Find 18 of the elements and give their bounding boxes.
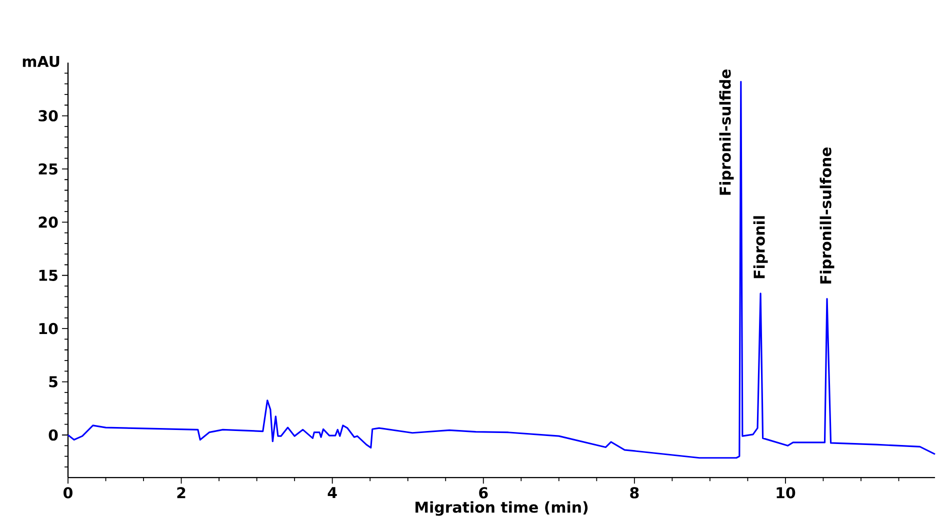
y-tick-label: 15 xyxy=(39,270,58,281)
y-axis-title: mAU xyxy=(22,56,60,67)
x-tick-label: 2 xyxy=(177,487,186,498)
annotation: Fipronill-sulfone xyxy=(820,147,834,284)
x-tick-label: 10 xyxy=(776,487,796,498)
annotation: Fipronil xyxy=(753,216,768,278)
y-tick-label: 10 xyxy=(39,322,58,334)
x-tick-label: 8 xyxy=(630,487,639,498)
y-tick-label: 30 xyxy=(38,110,58,122)
annotation: Fipronil-sulfide xyxy=(719,69,734,195)
y-tick-label: 25 xyxy=(38,163,58,175)
y-tick-label: 20 xyxy=(38,216,58,228)
y-tick-label: 0 xyxy=(48,429,58,441)
x-tick-label: 0 xyxy=(64,487,72,498)
y-tick-label: 5 xyxy=(49,376,58,388)
x-axis-title: Migration time (min) xyxy=(416,501,588,516)
x-tick-label: 6 xyxy=(479,487,488,498)
x-tick-label: 4 xyxy=(328,487,337,498)
